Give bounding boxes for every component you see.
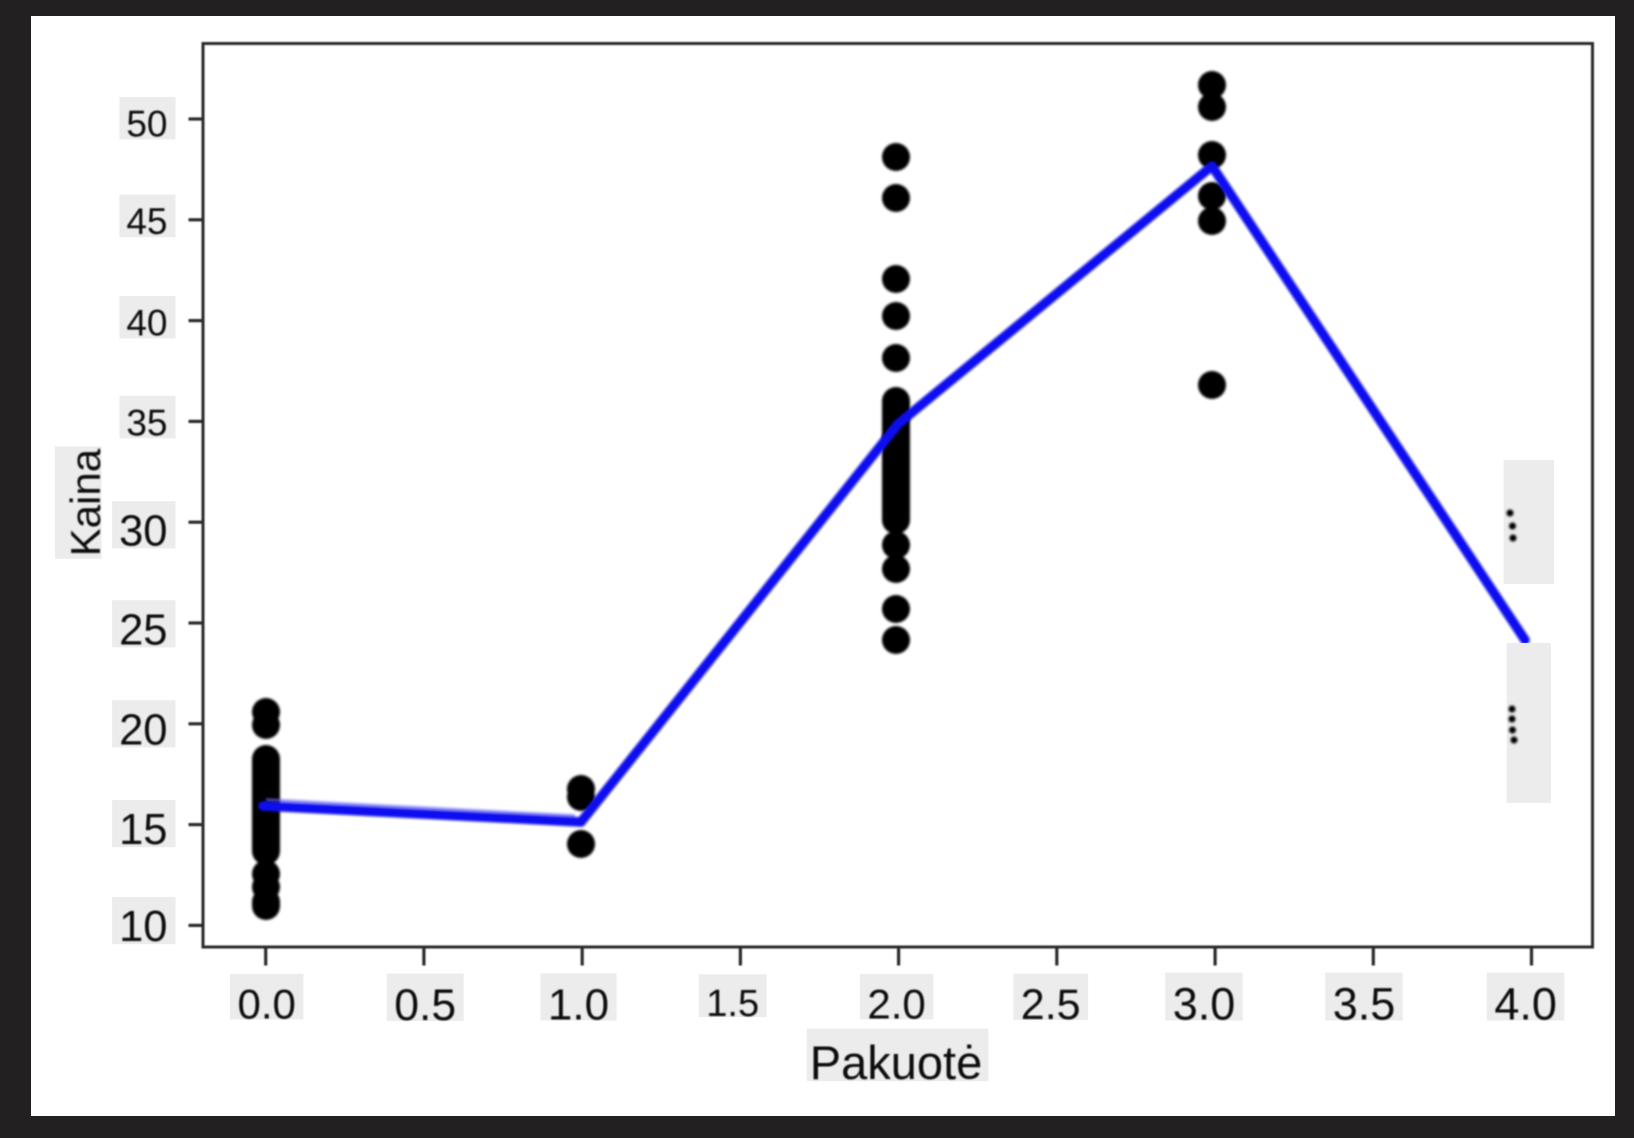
svg-text:3.0: 3.0 bbox=[1173, 979, 1236, 1030]
svg-text:10: 10 bbox=[119, 903, 167, 951]
svg-text:1.0: 1.0 bbox=[548, 981, 609, 1030]
svg-text:Kaina: Kaina bbox=[62, 448, 109, 556]
svg-text:20: 20 bbox=[119, 706, 167, 754]
svg-text:0.0: 0.0 bbox=[238, 981, 296, 1028]
svg-text:2.0: 2.0 bbox=[867, 981, 925, 1028]
svg-text:2.5: 2.5 bbox=[1021, 981, 1081, 1029]
svg-text:40: 40 bbox=[126, 302, 167, 343]
svg-text:4.0: 4.0 bbox=[1494, 979, 1557, 1030]
svg-text:45: 45 bbox=[126, 201, 167, 242]
svg-text:0.5: 0.5 bbox=[394, 981, 456, 1030]
svg-text:50: 50 bbox=[126, 104, 167, 145]
svg-text:30: 30 bbox=[119, 507, 167, 555]
svg-text:15: 15 bbox=[119, 806, 167, 854]
svg-text:3.5: 3.5 bbox=[1333, 979, 1396, 1030]
svg-text:25: 25 bbox=[119, 606, 167, 654]
svg-text:Pakuotė: Pakuotė bbox=[810, 1036, 982, 1089]
svg-text:1.5: 1.5 bbox=[706, 983, 759, 1025]
svg-text:35: 35 bbox=[126, 402, 167, 443]
